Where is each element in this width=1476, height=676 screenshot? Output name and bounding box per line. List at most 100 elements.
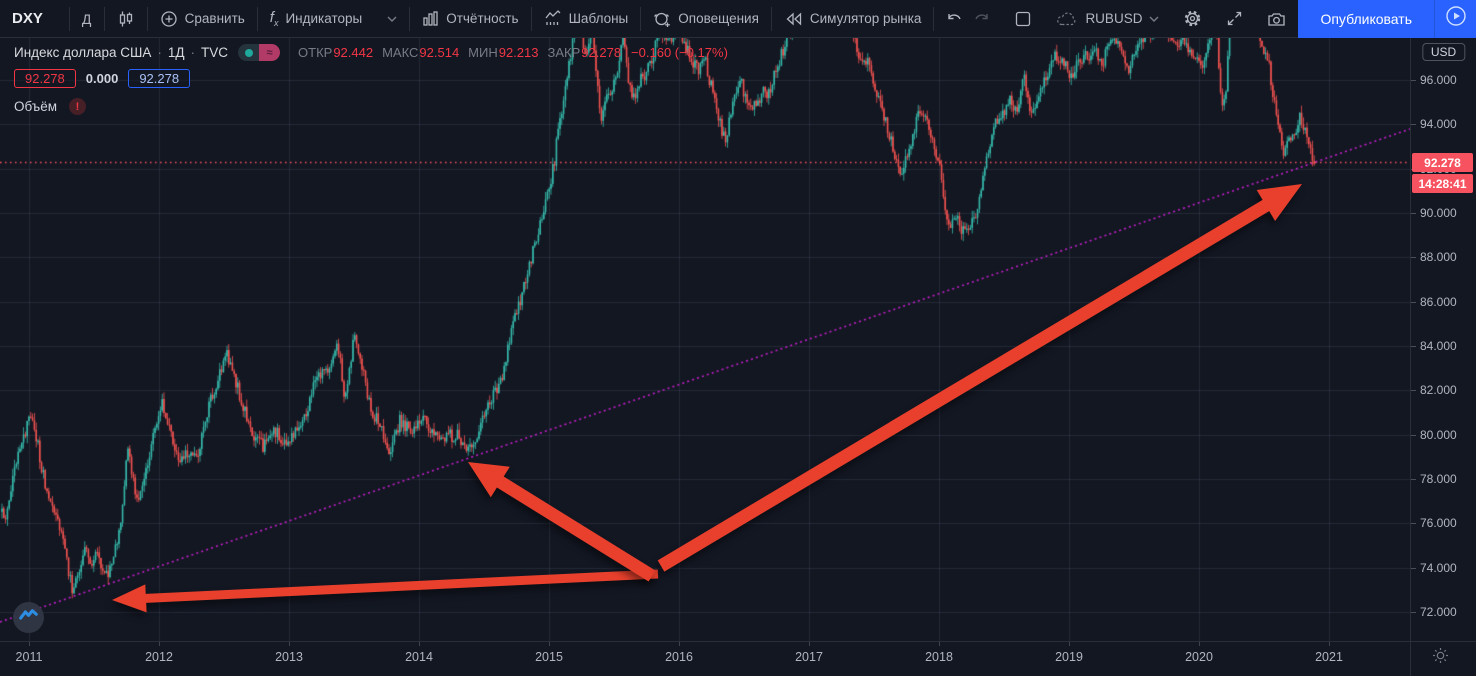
time-tick-mark (549, 642, 550, 646)
publish-button[interactable]: Опубликовать (1298, 0, 1434, 38)
series-interval[interactable]: 1Д (167, 45, 185, 60)
legend-title-row: Индекс доллара США · 1Д · TVC ≈ ОТКР92.4… (14, 44, 728, 61)
toolbar-separator (409, 6, 411, 31)
top-toolbar: DXY Д Сравнить fx Индикаторы Отчётность (0, 0, 1476, 38)
time-tick-mark (939, 642, 940, 646)
price-tick-label: 88.000 (1411, 250, 1457, 265)
time-tick-label: 2019 (1055, 650, 1083, 664)
low-value: 92.213 (498, 45, 539, 60)
chart-legend: Индекс доллара США · 1Д · TVC ≈ ОТКР92.4… (14, 44, 728, 115)
high-value: 92.514 (419, 45, 460, 60)
price-tick-label: 84.000 (1411, 339, 1457, 353)
change-value: −0.160 (−0.17%) (631, 45, 728, 60)
cloud-layout-button[interactable]: RUBUSD (1044, 0, 1171, 38)
open-value: 92.442 (333, 45, 374, 60)
price-chart-canvas[interactable] (0, 38, 1410, 641)
time-tick-label: 2013 (275, 650, 303, 664)
open-label: ОТКР (298, 45, 333, 60)
time-tick-mark (289, 642, 290, 646)
symbol-button[interactable]: DXY (12, 10, 43, 27)
time-tick-label: 2017 (795, 650, 823, 664)
price-chip-red: 92.278 (14, 69, 76, 88)
time-tick-mark (809, 642, 810, 646)
time-tick-label: 2012 (145, 650, 173, 664)
price-tick-label: 82.000 (1411, 383, 1457, 398)
redo-arrow-icon (972, 12, 990, 26)
rewind-icon (784, 11, 803, 27)
series-title[interactable]: Индекс доллара США (14, 45, 152, 60)
price-tick-label: 80.000 (1411, 427, 1457, 442)
ohlc-values: ОТКР92.442 МАКС92.514 МИН92.213 ЗАКР92.2… (298, 45, 728, 60)
indicators-button[interactable]: fx Индикаторы (258, 0, 409, 38)
time-tick-mark (679, 642, 680, 646)
zigzag-icon (544, 10, 562, 27)
toolbar-separator (103, 6, 105, 31)
snapshot-button[interactable] (1255, 0, 1298, 38)
dot-separator: · (190, 45, 196, 60)
time-tick-label: 2018 (925, 650, 953, 664)
interval-button[interactable]: Д (81, 10, 92, 27)
chevron-down-icon (1149, 16, 1159, 22)
plus-circle-icon (160, 10, 178, 28)
gear-icon (1183, 9, 1202, 28)
price-tick-label: 78.000 (1411, 472, 1457, 486)
toolbar-separator (933, 6, 935, 31)
toolbar-separator (640, 6, 642, 31)
time-scale[interactable]: 2011 2012 2013 2014 2015 2016 2017 2018 2019 2020… (0, 641, 1476, 676)
exclamation-icon[interactable]: ! (69, 98, 87, 115)
market-status-pill[interactable]: ≈ (238, 44, 281, 61)
redo-button[interactable] (968, 0, 1002, 38)
alerts-button[interactable]: Оповещения (641, 0, 771, 38)
settings-button[interactable] (1171, 0, 1214, 38)
low-label: МИН (468, 45, 498, 60)
time-tick-mark (1329, 642, 1330, 646)
camera-icon (1267, 11, 1286, 27)
square-icon (1014, 10, 1032, 28)
time-tick-label: 2011 (15, 650, 43, 664)
candlestick-icon (117, 10, 135, 28)
time-tick-label: 2014 (405, 650, 433, 664)
fullscreen-button[interactable] (1214, 0, 1255, 38)
price-chip-blue: 92.278 (128, 69, 191, 88)
time-tick-label: 2016 (665, 650, 693, 664)
countdown-badge: 14:28:41 (1412, 174, 1473, 193)
last-price-badge: 92.278 (1412, 153, 1473, 172)
high-label: МАКС (382, 45, 419, 60)
templates-button[interactable]: Шаблоны (532, 0, 641, 38)
fundamentals-button[interactable]: Отчётность (410, 0, 530, 38)
bar-chart-icon (422, 10, 439, 27)
volume-indicator-title[interactable]: Объём (14, 99, 58, 114)
compare-button[interactable]: Сравнить (148, 0, 257, 38)
chart-pane (0, 38, 1410, 641)
tradingview-logo-icon (19, 608, 38, 627)
publish-play-button[interactable] (1434, 0, 1476, 38)
legend-price-chips-row: 92.278 0.000 92.278 (14, 69, 191, 88)
time-tick-mark (1069, 642, 1070, 646)
toolbar-separator (68, 6, 70, 31)
cloud-icon (1056, 11, 1078, 27)
price-tick-label: 76.000 (1411, 516, 1457, 531)
price-tick-label: 72.000 (1411, 605, 1457, 619)
layout-button[interactable] (1002, 0, 1044, 38)
tradingview-watermark-logo[interactable] (13, 602, 44, 633)
sun-icon[interactable] (1432, 647, 1449, 669)
series-exchange[interactable]: TVC (201, 45, 229, 60)
undo-arrow-icon (946, 12, 964, 26)
close-value: 92.278 (581, 45, 622, 60)
time-tick-mark (29, 642, 30, 646)
time-tick-mark (419, 642, 420, 646)
price-scale[interactable]: USD 92.278 14:28:41 96.00094.00092.00090… (1410, 38, 1476, 641)
replay-button[interactable]: Симулятор рынка (772, 0, 934, 38)
expand-icon (1226, 10, 1243, 27)
price-chip-middle: 0.000 (85, 71, 119, 86)
time-tick-label: 2021 (1315, 650, 1343, 664)
undo-button[interactable] (934, 0, 968, 38)
chart-type-button[interactable] (105, 0, 147, 38)
price-tick-label: 90.000 (1411, 206, 1457, 220)
play-circle-icon (1445, 5, 1467, 32)
currency-badge: USD (1421, 43, 1466, 61)
time-tick-label: 2020 (1185, 650, 1213, 664)
toolbar-separator (146, 6, 148, 31)
alarm-clock-icon (653, 10, 671, 28)
toolbar-separator (530, 6, 532, 31)
